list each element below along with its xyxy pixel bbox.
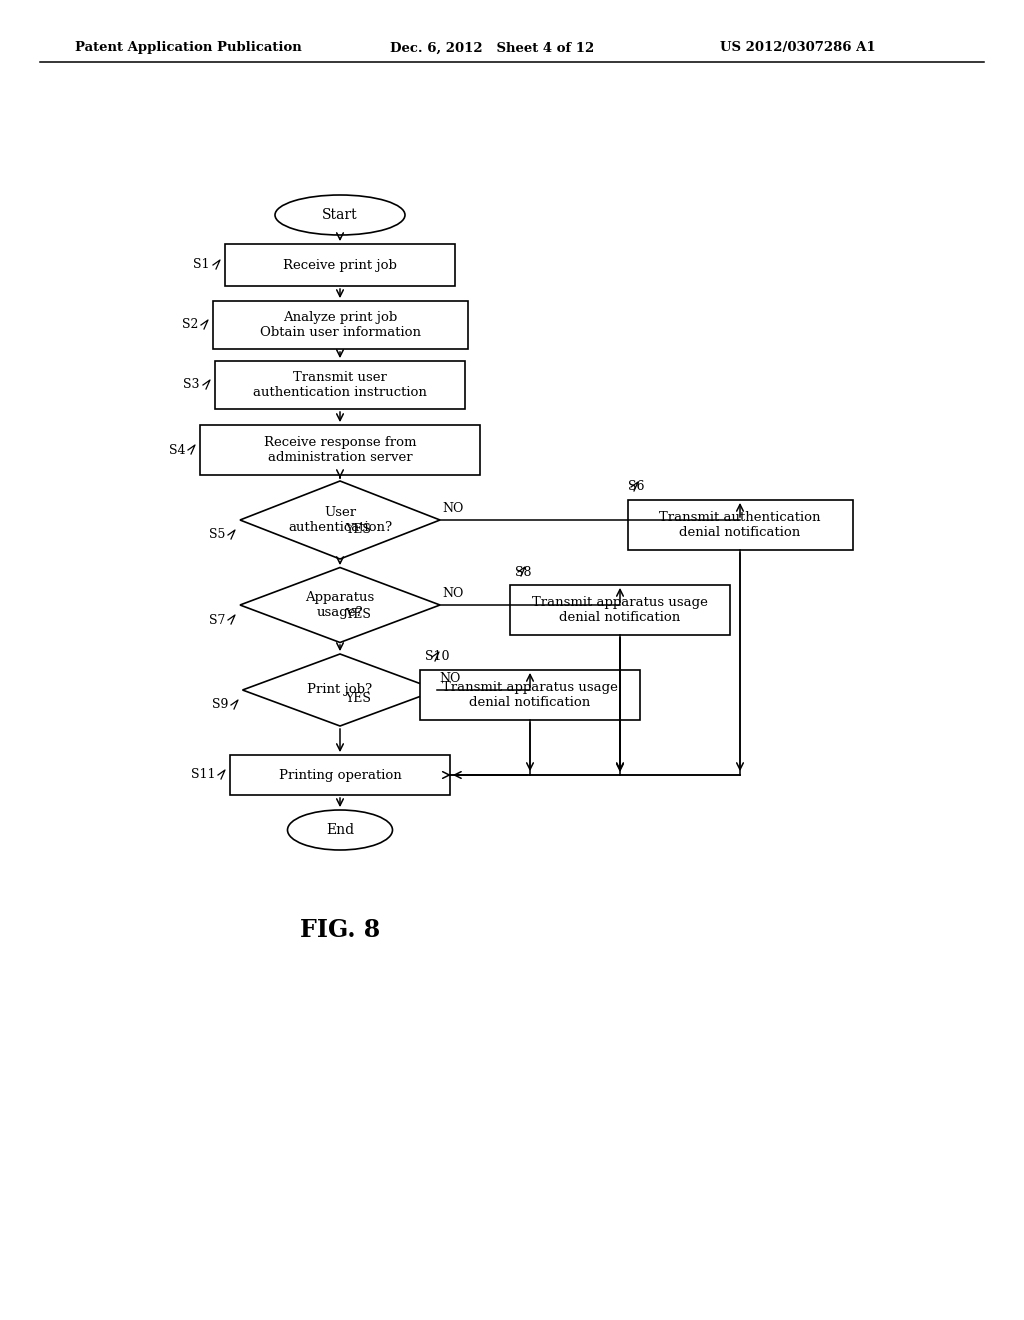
- Text: US 2012/0307286 A1: US 2012/0307286 A1: [720, 41, 876, 54]
- Ellipse shape: [288, 810, 392, 850]
- Text: S3: S3: [183, 379, 200, 392]
- Text: Apparatus
usage?: Apparatus usage?: [305, 591, 375, 619]
- Text: FIG. 8: FIG. 8: [300, 917, 380, 942]
- Text: S1: S1: [194, 259, 210, 272]
- Text: Print job?: Print job?: [307, 684, 373, 697]
- FancyBboxPatch shape: [510, 585, 730, 635]
- Text: S2: S2: [181, 318, 198, 331]
- Text: S6: S6: [628, 480, 644, 494]
- Text: Start: Start: [323, 209, 357, 222]
- Text: NO: NO: [439, 672, 461, 685]
- FancyBboxPatch shape: [225, 244, 455, 286]
- FancyBboxPatch shape: [215, 360, 465, 409]
- Text: S10: S10: [425, 651, 450, 664]
- Polygon shape: [240, 568, 440, 643]
- Text: Transmit authentication
denial notification: Transmit authentication denial notificat…: [659, 511, 821, 539]
- Polygon shape: [240, 480, 440, 558]
- Text: S7: S7: [209, 614, 225, 627]
- FancyBboxPatch shape: [420, 671, 640, 719]
- FancyBboxPatch shape: [230, 755, 450, 795]
- Ellipse shape: [275, 195, 406, 235]
- Text: Transmit apparatus usage
denial notification: Transmit apparatus usage denial notifica…: [532, 597, 708, 624]
- Text: S4: S4: [169, 444, 185, 457]
- Text: End: End: [326, 822, 354, 837]
- Text: NO: NO: [442, 587, 464, 601]
- FancyBboxPatch shape: [628, 500, 853, 550]
- Text: Receive response from
administration server: Receive response from administration ser…: [264, 436, 416, 465]
- Text: S11: S11: [190, 768, 215, 781]
- Text: Analyze print job
Obtain user information: Analyze print job Obtain user informatio…: [259, 312, 421, 339]
- Text: NO: NO: [442, 502, 464, 515]
- Text: Dec. 6, 2012   Sheet 4 of 12: Dec. 6, 2012 Sheet 4 of 12: [390, 41, 594, 54]
- Text: Transmit apparatus usage
denial notification: Transmit apparatus usage denial notifica…: [442, 681, 617, 709]
- Text: Printing operation: Printing operation: [279, 768, 401, 781]
- Text: S8: S8: [515, 565, 531, 578]
- Text: S5: S5: [209, 528, 225, 541]
- Text: Transmit user
authentication instruction: Transmit user authentication instruction: [253, 371, 427, 399]
- FancyBboxPatch shape: [213, 301, 468, 348]
- Text: S9: S9: [212, 698, 228, 711]
- Text: YES: YES: [345, 523, 371, 536]
- Text: Patent Application Publication: Patent Application Publication: [75, 41, 302, 54]
- FancyBboxPatch shape: [200, 425, 480, 475]
- Text: YES: YES: [345, 692, 371, 705]
- Text: YES: YES: [345, 609, 371, 620]
- Text: User
authentication?: User authentication?: [288, 506, 392, 535]
- Polygon shape: [243, 653, 437, 726]
- Text: Receive print job: Receive print job: [283, 259, 397, 272]
